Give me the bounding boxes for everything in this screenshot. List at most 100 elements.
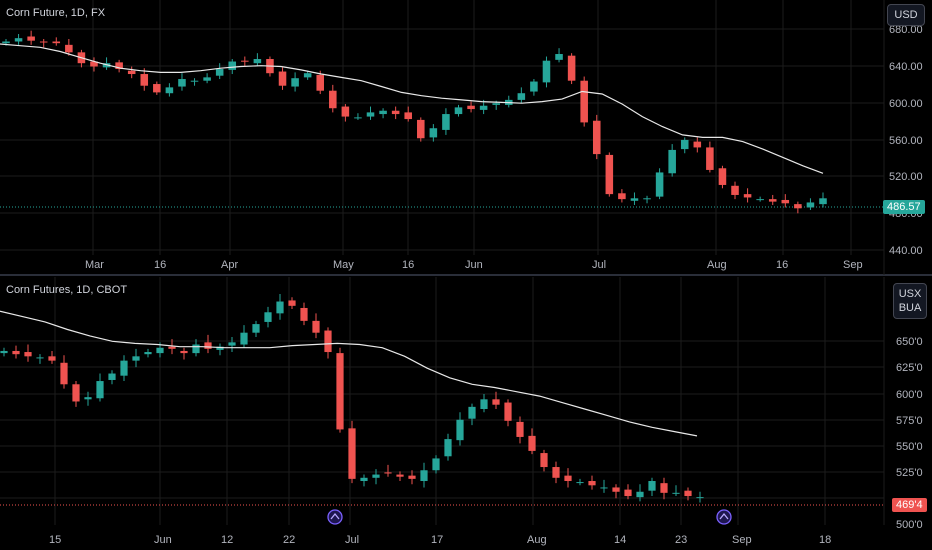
top-currency-button[interactable]: USD (887, 4, 925, 26)
candle-body (668, 149, 676, 174)
candle-body (288, 300, 296, 306)
top-x-tick: 16 (154, 259, 166, 271)
candle-body (48, 356, 56, 361)
candle-body (379, 110, 387, 115)
candle-body (743, 194, 752, 198)
bottom-price-axis: 650'0 625'0 600'0 575'0 550'0 525'0 500'… (896, 336, 923, 531)
candle-body (115, 62, 123, 70)
top-last-price-label: 486.57 (883, 200, 925, 214)
candle-body (567, 55, 576, 81)
candle-body (456, 419, 464, 441)
top-x-tick: May (333, 259, 354, 271)
candle-body (580, 80, 588, 123)
candle-body (706, 147, 714, 170)
candle-body (192, 344, 200, 354)
candle-body (300, 307, 308, 321)
candle-body (12, 350, 20, 355)
top-x-tick: Jun (465, 259, 483, 271)
candle-body (592, 120, 601, 155)
candle-body (384, 472, 392, 474)
candle-body (354, 117, 362, 119)
bottom-x-tick: Sep (732, 534, 752, 546)
candle-body (404, 112, 412, 120)
top-time-axis: Mar 16 Apr May 16 Jun Jul Aug 16 Sep (85, 259, 863, 271)
candle-body (588, 481, 596, 486)
bottom-grid (0, 277, 884, 525)
candle-body (781, 199, 790, 204)
candle-body (660, 483, 668, 493)
candle-body (794, 204, 802, 209)
candle-body (0, 350, 8, 354)
event-marker-icon[interactable] (327, 509, 343, 525)
candle-body (168, 346, 176, 349)
candle-body (2, 41, 10, 44)
candle-body (618, 193, 626, 200)
candle-body (264, 312, 272, 322)
candle-body (132, 356, 140, 361)
candle-body (408, 475, 416, 479)
candle-body (718, 168, 727, 185)
bottom-y-tick: 575'0 (896, 415, 923, 427)
top-candles (2, 30, 827, 214)
candle-body (65, 44, 73, 53)
candle-body (60, 362, 68, 385)
candle-body (190, 80, 199, 82)
bottom-y-tick: 550'0 (896, 441, 923, 453)
top-y-tick: 640.00 (889, 61, 923, 73)
bottom-last-price-label: 469'4 (892, 498, 927, 512)
candle-body (605, 154, 614, 195)
candle-body (228, 342, 236, 346)
bottom-currency-line2: BUA (898, 302, 922, 314)
candle-body (467, 105, 475, 110)
candle-body (819, 198, 827, 205)
candle-body (366, 112, 375, 117)
candle-body (624, 489, 632, 497)
candle-body (480, 399, 488, 409)
candle-body (454, 107, 463, 115)
candle-body (120, 360, 128, 376)
candle-body (180, 350, 188, 354)
top-price-axis: 680.00 640.00 600.00 560.00 520.00 480.0… (889, 24, 923, 257)
candle-body (108, 373, 116, 380)
candle-body (442, 114, 450, 130)
candle-body (372, 474, 380, 478)
top-x-tick: Aug (707, 259, 727, 271)
candle-body (636, 491, 644, 498)
bottom-x-tick: 17 (431, 534, 443, 546)
bottom-x-tick: Jul (345, 534, 359, 546)
bottom-time-axis: 15 Jun 12 22 Jul 17 Aug 14 23 Sep 18 (49, 534, 831, 546)
candle-body (806, 202, 815, 208)
candle-body (341, 106, 350, 117)
candle-body (517, 93, 526, 100)
top-x-tick: Jul (592, 259, 606, 271)
bottom-y-tick: 600'0 (896, 389, 923, 401)
bottom-x-tick: Aug (527, 534, 547, 546)
candle-body (555, 54, 563, 60)
candle-body (516, 421, 524, 437)
candle-body (696, 497, 704, 499)
candle-body (576, 482, 584, 484)
top-x-tick: Mar (85, 259, 104, 271)
candle-body (612, 487, 620, 492)
candle-body (329, 90, 337, 109)
bottom-chart-title: Corn Futures, 1D, CBOT (6, 284, 127, 296)
top-y-tick: 560.00 (889, 135, 923, 147)
event-marker-icon[interactable] (716, 509, 732, 525)
candle-body (252, 324, 260, 333)
candle-body (215, 69, 224, 76)
candle-body (542, 60, 551, 83)
candle-body (52, 41, 61, 44)
candle-body (396, 474, 404, 477)
candle-body (600, 487, 608, 489)
top-x-tick: 16 (402, 259, 414, 271)
candle-body (228, 61, 237, 70)
candle-body (417, 119, 425, 139)
bottom-currency-button[interactable]: USX BUA (893, 283, 927, 319)
candle-body (391, 110, 400, 115)
candle-body (156, 347, 164, 354)
candle-body (72, 384, 80, 402)
bottom-y-tick: 525'0 (896, 467, 923, 479)
candle-body (216, 346, 224, 350)
candle-body (276, 301, 284, 314)
